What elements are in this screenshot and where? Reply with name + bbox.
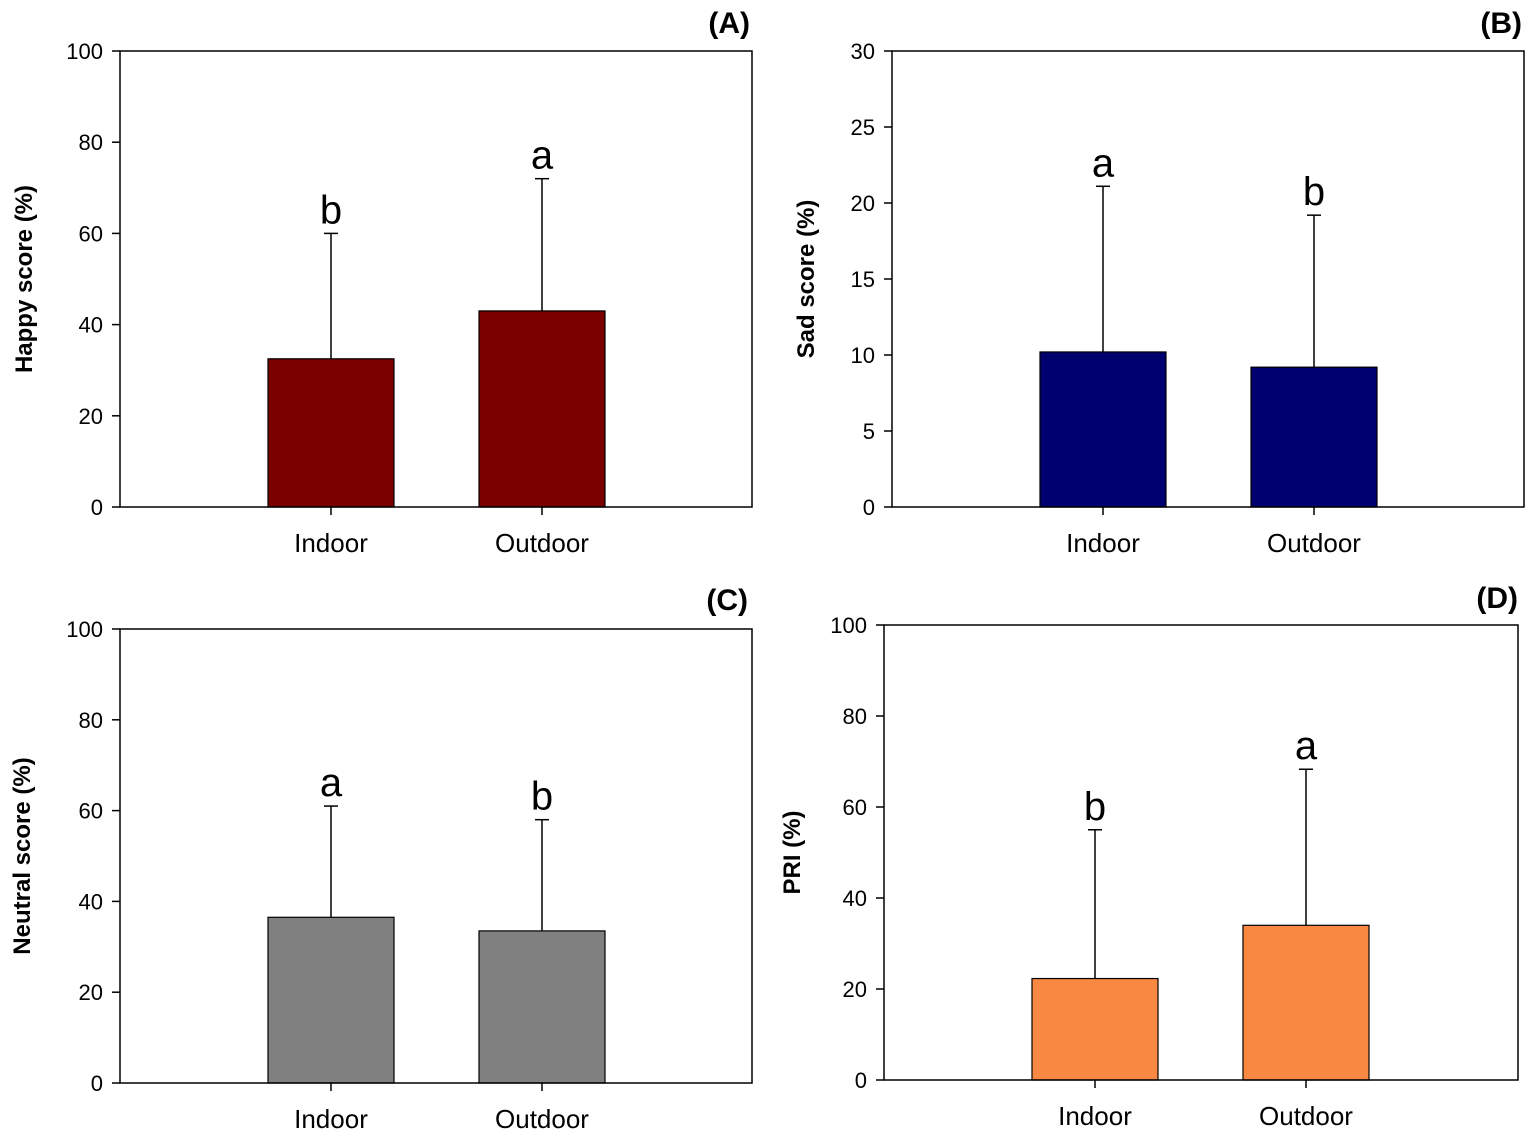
plot-frame — [883, 624, 1519, 1081]
significance-letter: b — [531, 775, 553, 819]
y-axis-label: Neutral score (%) — [9, 757, 36, 954]
panel-a: b Indoor a Outdoor 0 20 40 60 80 100 Happy score (… — [11, 7, 753, 558]
y-tick-label: 10 — [851, 343, 875, 368]
significance-letter: b — [1303, 170, 1325, 214]
y-tick-label: 40 — [79, 889, 103, 914]
y-tick-label: 100 — [66, 617, 103, 642]
significance-letter: a — [1092, 141, 1115, 185]
x-tick-label: Indoor — [294, 528, 368, 558]
bar-outdoor — [1242, 924, 1370, 1081]
y-tick-label: 100 — [66, 39, 103, 64]
y-tick-label: 60 — [79, 221, 103, 246]
plot-frame — [891, 50, 1525, 508]
x-tick-label: Indoor — [1066, 528, 1140, 558]
y-tick-label: 80 — [79, 130, 103, 155]
y-tick-label: 100 — [830, 613, 867, 638]
significance-letter: b — [320, 188, 342, 232]
panel-b: a Indoor b Outdoor 0 5 10 15 20 25 30 Sad score (%)… — [793, 7, 1525, 558]
y-tick-label: 0 — [91, 1071, 103, 1096]
bar-indoor — [1031, 977, 1159, 1081]
panel-c: a Indoor b Outdoor 0 20 40 60 80 100 Neutral score… — [9, 584, 753, 1134]
panel-label: (C) — [706, 584, 748, 617]
x-tick-label: Outdoor — [495, 1104, 589, 1134]
significance-letter: a — [531, 134, 554, 178]
y-tick-label: 80 — [843, 704, 867, 729]
y-axis-label: Happy score (%) — [11, 185, 38, 373]
y-tick-label: 60 — [79, 799, 103, 824]
y-tick-label: 20 — [843, 977, 867, 1002]
panel-d: b Indoor a Outdoor 0 20 40 60 80 100 PRI (%) (D) — [779, 582, 1519, 1131]
significance-letter: a — [320, 761, 343, 805]
y-tick-label: 5 — [863, 419, 875, 444]
significance-letter: b — [1084, 785, 1106, 829]
x-tick-label: Indoor — [1058, 1101, 1132, 1131]
panel-label: (A) — [708, 7, 750, 40]
x-tick-label: Outdoor — [1267, 528, 1361, 558]
y-tick-label: 0 — [863, 495, 875, 520]
y-tick-label: 0 — [855, 1068, 867, 1093]
significance-letter: a — [1295, 724, 1318, 768]
y-tick-label: 20 — [79, 980, 103, 1005]
bar-indoor — [267, 358, 395, 508]
plot-frame — [119, 50, 753, 508]
x-tick-label: Outdoor — [495, 528, 589, 558]
y-tick-label: 0 — [91, 495, 103, 520]
y-tick-label: 15 — [851, 267, 875, 292]
y-tick-label: 25 — [851, 115, 875, 140]
y-tick-label: 80 — [79, 708, 103, 733]
y-tick-label: 60 — [843, 795, 867, 820]
y-tick-label: 40 — [79, 313, 103, 338]
y-axis-label: PRI (%) — [779, 811, 806, 895]
bar-outdoor — [1250, 366, 1378, 508]
bar-outdoor — [478, 310, 606, 508]
plot-frame — [119, 628, 753, 1084]
x-tick-label: Outdoor — [1259, 1101, 1353, 1131]
panel-label: (B) — [1480, 7, 1522, 40]
y-tick-label: 40 — [843, 886, 867, 911]
y-tick-label: 20 — [851, 191, 875, 216]
bar-indoor — [267, 916, 395, 1084]
y-axis-label: Sad score (%) — [793, 200, 820, 359]
panel-label: (D) — [1476, 582, 1518, 615]
y-tick-label: 30 — [851, 39, 875, 64]
y-tick-label: 20 — [79, 404, 103, 429]
bar-indoor — [1039, 351, 1167, 508]
x-tick-label: Indoor — [294, 1104, 368, 1134]
bar-outdoor — [478, 930, 606, 1084]
